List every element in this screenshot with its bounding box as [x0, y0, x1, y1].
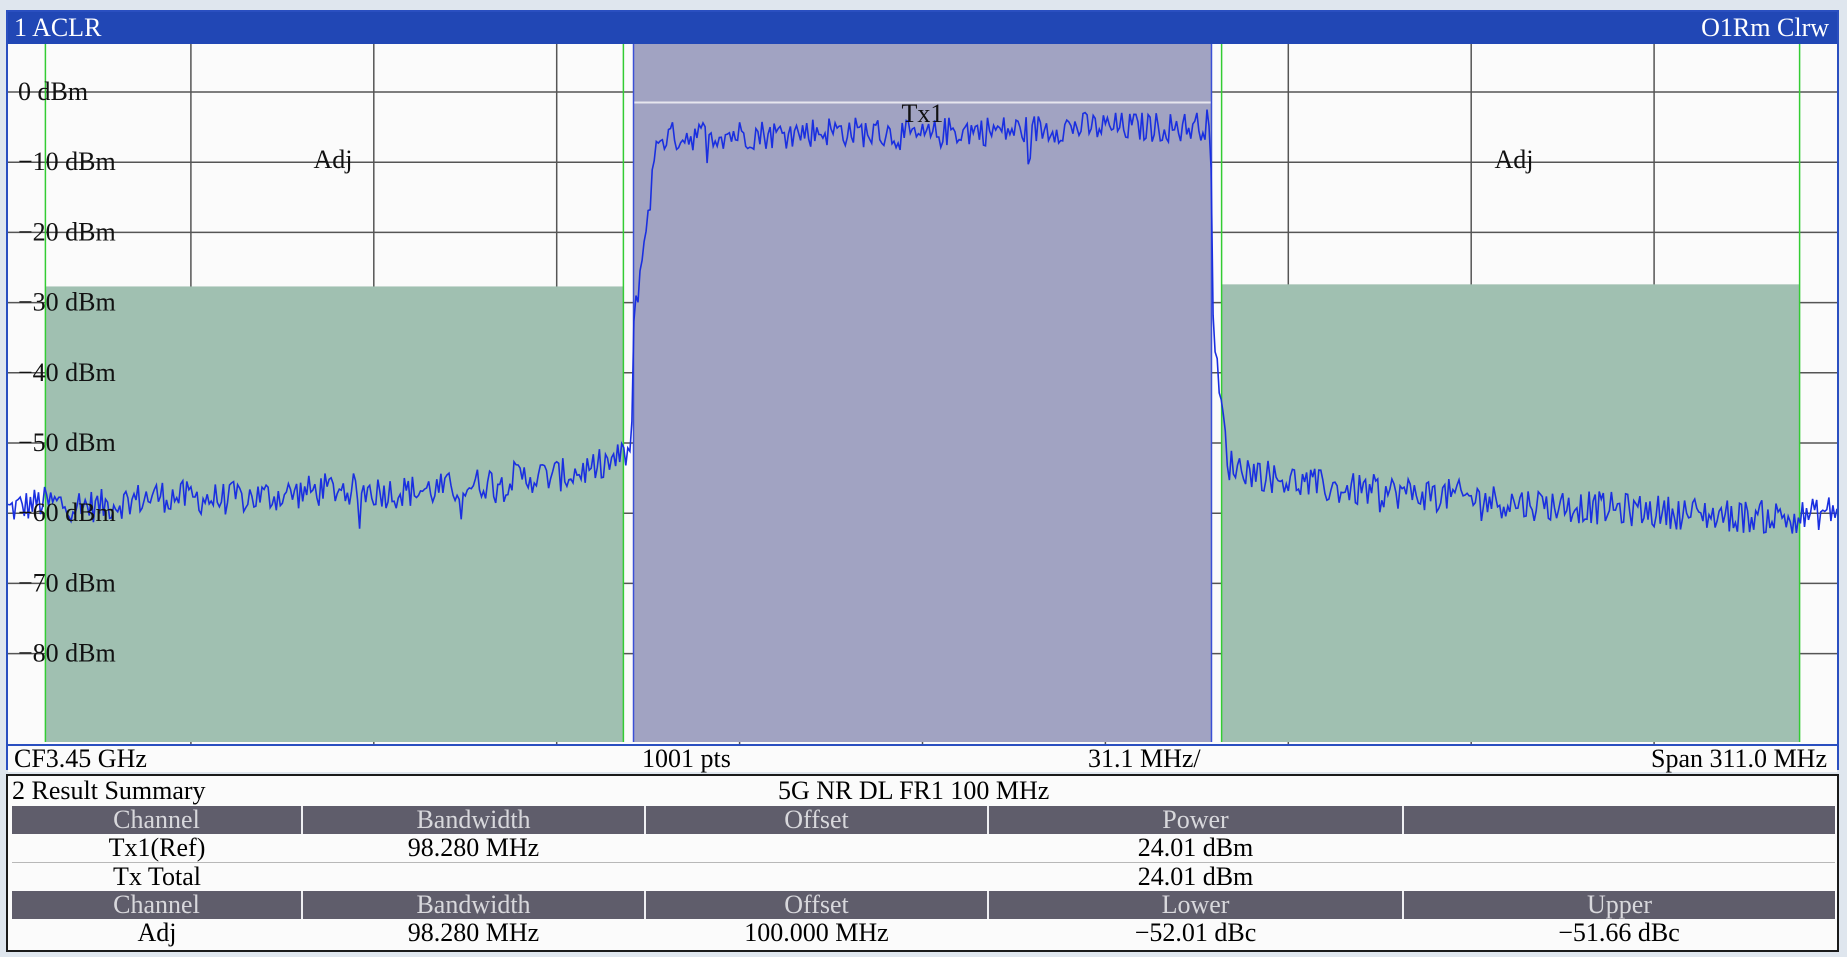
y-axis-tick-label: 0 dBm: [18, 77, 88, 106]
y-axis-tick-label: −20 dBm: [18, 217, 116, 246]
cell-upper: −51.66 dBc: [1403, 919, 1835, 947]
header-cell: Upper: [1403, 891, 1835, 919]
table-row: Tx1(Ref) 98.280 MHz 24.01 dBm: [12, 834, 1835, 863]
header-cell: Channel: [12, 891, 303, 919]
spectrum-trace: [8, 109, 1837, 534]
points-label: 1001 pts: [642, 744, 731, 773]
adj-lower-channel-label: Adj: [314, 145, 353, 174]
header-cell: Lower: [988, 891, 1404, 919]
header-cell: Power: [988, 806, 1404, 834]
summary-title[interactable]: 2 Result Summary: [12, 776, 206, 805]
cell-channel: Tx Total: [12, 862, 302, 891]
span-label: Span 311.0 MHz: [1651, 744, 1827, 773]
y-axis-tick-label: −70 dBm: [18, 568, 116, 597]
cell-channel: Tx1(Ref): [12, 834, 302, 863]
y-axis-tick-label: −40 dBm: [18, 358, 116, 387]
cell-bandwidth: [302, 862, 645, 891]
standard-label: 5G NR DL FR1 100 MHz: [778, 776, 1050, 805]
header-cell: Offset: [645, 806, 989, 834]
spectrum-plot[interactable]: 0 dBm −10 dBm −20 dBm −30 dBm −40 dBm −50 dBm…: [8, 44, 1837, 744]
table-row: Tx Total 24.01 dBm: [12, 862, 1835, 891]
aclr-diagram: 1 ACLR O1Rm Clrw 0 dBm −10 dBm −20 dBm −30 …: [6, 10, 1839, 772]
diagram-title[interactable]: 1 ACLR: [14, 13, 102, 42]
diagram-title-bar: 1 ACLR O1Rm Clrw: [8, 12, 1837, 44]
header-cell: Channel: [12, 806, 303, 834]
cell-bandwidth: 98.280 MHz: [302, 919, 645, 947]
summary-header: 2 Result Summary 5G NR DL FR1 100 MHz: [8, 776, 1837, 806]
tx-channel-bar: [633, 44, 1212, 742]
diagram-footer: CF3.45 GHz 1001 pts 31.1 MHz/ Span 311.0…: [8, 744, 1837, 772]
result-table: Channel Bandwidth Offset Power Tx1(Ref) …: [12, 806, 1835, 947]
header-cell: Bandwidth: [302, 891, 646, 919]
cell-bandwidth: 98.280 MHz: [302, 834, 645, 863]
cell-empty: [1403, 834, 1835, 863]
header-cell: [1403, 806, 1835, 834]
cell-power: 24.01 dBm: [988, 834, 1403, 863]
y-axis-tick-label: −80 dBm: [18, 639, 116, 668]
cell-empty: [1403, 862, 1835, 891]
y-axis-tick-label: −10 dBm: [18, 147, 116, 176]
cell-channel: Adj: [12, 919, 302, 947]
table-row: Adj 98.280 MHz 100.000 MHz −52.01 dBc −5…: [12, 919, 1835, 947]
adj-upper-channel-label: Adj: [1495, 145, 1534, 174]
tx-channel-label: Tx1: [902, 99, 944, 128]
y-axis-tick-label: −50 dBm: [18, 428, 116, 457]
cell-offset: [645, 834, 988, 863]
result-summary-panel: 2 Result Summary 5G NR DL FR1 100 MHz Ch…: [6, 774, 1839, 952]
per-division-label: 31.1 MHz/: [1088, 744, 1201, 773]
y-axis-tick-label: −30 dBm: [18, 288, 116, 317]
header-cell: Offset: [645, 891, 989, 919]
cell-lower: −52.01 dBc: [988, 919, 1403, 947]
cell-offset: 100.000 MHz: [645, 919, 988, 947]
adj-lower-channel-bar: [45, 286, 624, 742]
center-frequency-label: CF3.45 GHz: [14, 744, 147, 773]
y-axis-tick-label: −60 dBm: [18, 498, 116, 527]
cell-offset: [645, 862, 988, 891]
cell-power: 24.01 dBm: [988, 862, 1403, 891]
adj-header-row: Channel Bandwidth Offset Lower Upper: [12, 891, 1835, 919]
tx-header-row: Channel Bandwidth Offset Power: [12, 806, 1835, 834]
header-cell: Bandwidth: [302, 806, 646, 834]
trace-info[interactable]: O1Rm Clrw: [1701, 13, 1829, 42]
